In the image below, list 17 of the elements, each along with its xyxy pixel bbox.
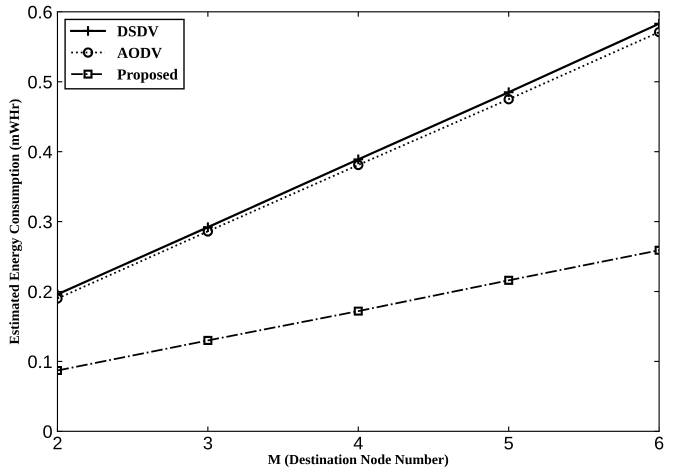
legend-label: Proposed (117, 68, 178, 83)
y-tick-label: 0.5 (28, 76, 52, 88)
legend-label: DSDV (117, 26, 158, 37)
y-tick-label: 0.6 (28, 6, 52, 19)
x-tick-label: 2 (53, 436, 62, 450)
y-tick-label: 0 (43, 425, 52, 438)
y-tick-label: 0.3 (28, 216, 52, 228)
x-axis-title: M (Destination Node Number) (268, 454, 448, 468)
x-tick-label: 6 (654, 436, 664, 450)
y-tick-label: 0.4 (28, 146, 52, 158)
y-tick-label: 0.1 (28, 355, 52, 368)
y-tick-label: 0.2 (28, 285, 52, 298)
x-tick-label: 4 (354, 436, 363, 450)
x-tick-label: 5 (504, 436, 513, 450)
legend-label: AODV (117, 48, 162, 58)
y-axis-title: Estimated Energy Consumption (mWHr) (9, 99, 22, 344)
x-tick-label: 3 (204, 436, 212, 450)
